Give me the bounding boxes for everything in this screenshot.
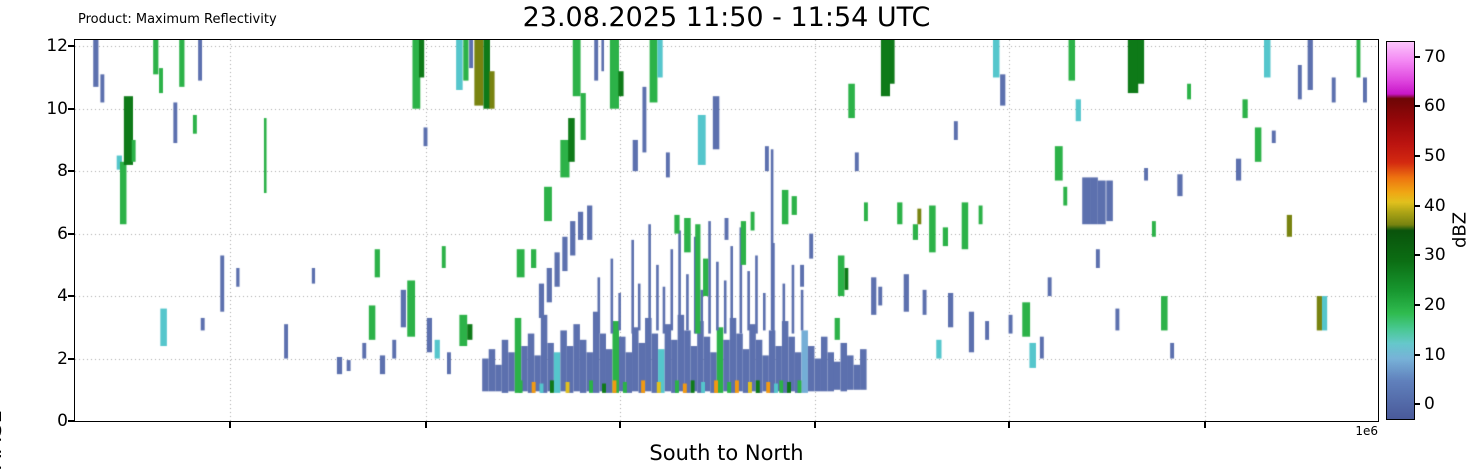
y-tick-mark xyxy=(68,107,74,110)
chart-title: 23.08.2025 11:50 - 11:54 UTC xyxy=(522,2,931,33)
y-tick-label: 12 xyxy=(46,36,68,57)
colorbar-tick-label: 60 xyxy=(1424,96,1446,117)
y-tick-mark xyxy=(68,357,74,360)
y-tick-label: 4 xyxy=(57,286,68,307)
colorbar-tick-label: 70 xyxy=(1424,46,1446,67)
x-tick-mark xyxy=(1203,422,1206,428)
y-tick-label: 6 xyxy=(57,223,68,244)
y-tick-mark xyxy=(68,170,74,173)
colorbar-tick-mark xyxy=(1415,55,1420,58)
reflectivity-heatmap-canvas xyxy=(75,40,1378,421)
colorbar-tick-label: 40 xyxy=(1424,195,1446,216)
colorbar-tick-label: 30 xyxy=(1424,245,1446,266)
plot-area xyxy=(74,39,1379,422)
y-tick-label: 10 xyxy=(46,98,68,119)
colorbar-tick-label: 0 xyxy=(1424,394,1435,415)
y-tick-label: 8 xyxy=(57,161,68,182)
colorbar-tick-mark xyxy=(1415,303,1420,306)
x-tick-mark xyxy=(1008,422,1011,428)
colorbar-tick-mark xyxy=(1415,155,1420,158)
y-tick-mark xyxy=(68,295,74,298)
y-tick-label: 0 xyxy=(57,411,68,431)
x-tick-mark xyxy=(618,422,621,428)
colorbar-tick-label: 10 xyxy=(1424,344,1446,365)
colorbar-tick-mark xyxy=(1415,204,1420,207)
colorbar-tick-label: 50 xyxy=(1424,146,1446,167)
colorbar-tick-label: 20 xyxy=(1424,294,1446,315)
colorbar-tick-mark xyxy=(1415,353,1420,356)
colorbar-label: dBZ xyxy=(1449,211,1471,249)
colorbar-gradient-canvas xyxy=(1387,42,1414,419)
y-tick-mark xyxy=(68,232,74,235)
colorbar-tick-mark xyxy=(1415,105,1420,108)
y-tick-mark xyxy=(68,45,74,48)
colorbar xyxy=(1386,41,1415,420)
y-tick-mark xyxy=(68,420,74,422)
x-tick-mark xyxy=(229,422,232,428)
y-tick-label: 2 xyxy=(57,348,68,369)
x-tick-mark xyxy=(424,422,427,428)
y-axis-label: km AMSL xyxy=(0,411,6,470)
x-axis-label: South to North xyxy=(649,441,804,465)
x-tick-mark xyxy=(814,422,817,428)
colorbar-tick-mark xyxy=(1415,403,1420,406)
product-label: Product: Maximum Reflectivity xyxy=(78,12,277,27)
colorbar-tick-mark xyxy=(1415,254,1420,257)
x-axis-offset-label: 1e6 xyxy=(1355,424,1378,438)
